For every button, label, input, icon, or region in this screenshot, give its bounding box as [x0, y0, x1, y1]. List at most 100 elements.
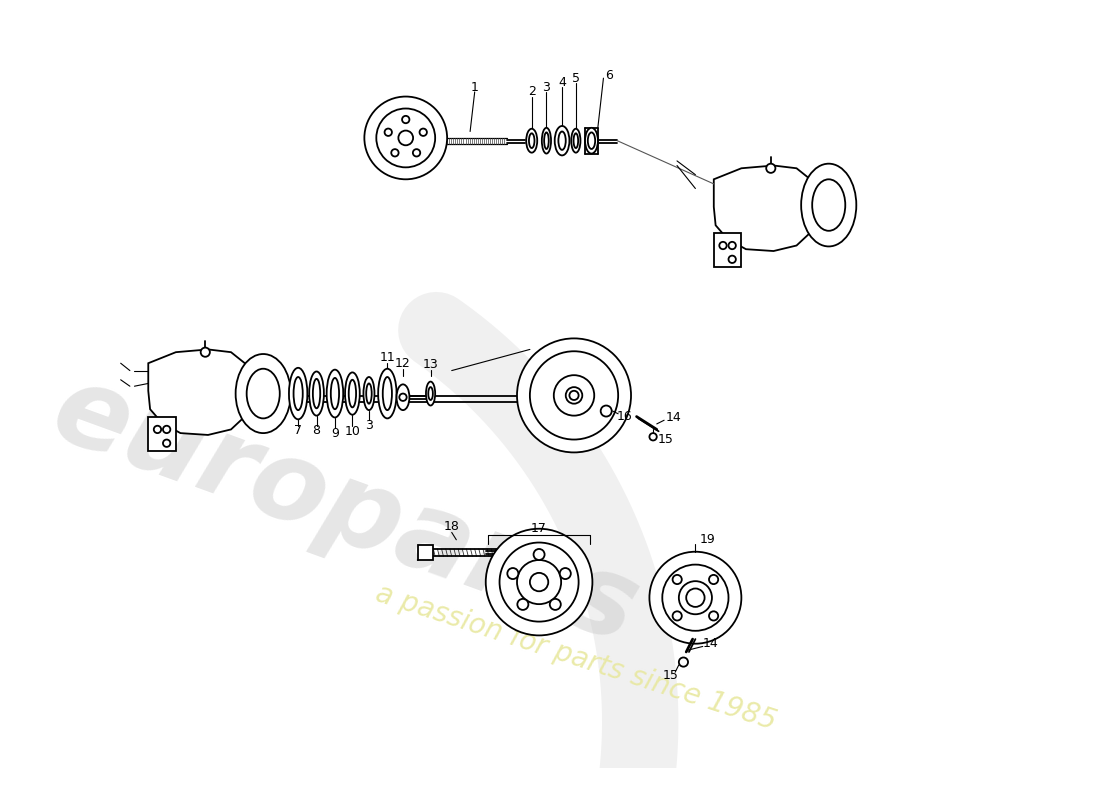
- Circle shape: [534, 549, 544, 560]
- Circle shape: [392, 149, 398, 157]
- Circle shape: [672, 575, 682, 584]
- Circle shape: [728, 256, 736, 263]
- Circle shape: [398, 130, 414, 146]
- Ellipse shape: [378, 369, 396, 418]
- Ellipse shape: [585, 128, 598, 154]
- Circle shape: [499, 542, 579, 622]
- Circle shape: [163, 439, 170, 447]
- Ellipse shape: [383, 377, 392, 410]
- Circle shape: [163, 426, 170, 433]
- Text: 19: 19: [700, 534, 715, 546]
- Circle shape: [560, 568, 571, 579]
- Ellipse shape: [327, 370, 343, 418]
- Text: 10: 10: [344, 425, 361, 438]
- Circle shape: [601, 406, 612, 417]
- Text: a passion for parts since 1985: a passion for parts since 1985: [372, 579, 780, 736]
- Polygon shape: [714, 233, 741, 266]
- Ellipse shape: [312, 379, 320, 408]
- Ellipse shape: [294, 377, 302, 410]
- Text: europarts: europarts: [40, 355, 652, 666]
- Ellipse shape: [812, 179, 845, 231]
- Ellipse shape: [426, 382, 436, 406]
- Text: 14: 14: [666, 411, 681, 424]
- Text: 14: 14: [702, 637, 718, 650]
- Circle shape: [767, 164, 775, 173]
- Ellipse shape: [573, 134, 579, 148]
- Circle shape: [550, 599, 561, 610]
- Circle shape: [412, 149, 420, 157]
- Text: 3: 3: [365, 419, 373, 432]
- Ellipse shape: [526, 129, 537, 153]
- Circle shape: [679, 581, 712, 614]
- Ellipse shape: [529, 134, 535, 148]
- Ellipse shape: [553, 375, 594, 416]
- Ellipse shape: [345, 373, 360, 414]
- Ellipse shape: [289, 368, 307, 419]
- Text: 8: 8: [312, 424, 320, 437]
- Ellipse shape: [309, 371, 323, 416]
- Circle shape: [486, 529, 593, 635]
- Ellipse shape: [587, 133, 595, 149]
- Ellipse shape: [363, 377, 374, 410]
- Ellipse shape: [246, 369, 279, 418]
- Text: 4: 4: [558, 76, 566, 90]
- Ellipse shape: [544, 133, 549, 149]
- Ellipse shape: [366, 383, 372, 404]
- Circle shape: [399, 394, 407, 401]
- Circle shape: [517, 599, 528, 610]
- Circle shape: [728, 242, 736, 249]
- Polygon shape: [148, 350, 250, 435]
- Text: 17: 17: [531, 522, 547, 535]
- Ellipse shape: [349, 380, 356, 407]
- Circle shape: [672, 611, 682, 621]
- Polygon shape: [418, 546, 433, 560]
- Text: 18: 18: [443, 520, 460, 534]
- Circle shape: [565, 387, 582, 404]
- Ellipse shape: [542, 128, 551, 154]
- Circle shape: [376, 109, 436, 167]
- Circle shape: [679, 658, 688, 666]
- Text: 13: 13: [422, 358, 439, 370]
- Circle shape: [403, 116, 409, 123]
- Text: 1: 1: [471, 81, 478, 94]
- Circle shape: [710, 575, 718, 584]
- Text: 3: 3: [542, 81, 550, 94]
- Circle shape: [419, 129, 427, 136]
- Circle shape: [364, 97, 447, 179]
- Circle shape: [719, 242, 727, 249]
- Circle shape: [530, 351, 618, 439]
- Text: 9: 9: [331, 426, 339, 440]
- Polygon shape: [148, 417, 176, 450]
- Circle shape: [710, 611, 718, 621]
- Ellipse shape: [559, 131, 565, 150]
- Ellipse shape: [428, 387, 433, 400]
- Ellipse shape: [331, 378, 339, 409]
- Text: 5: 5: [572, 72, 580, 85]
- Text: 15: 15: [662, 670, 679, 682]
- Ellipse shape: [517, 560, 561, 604]
- Circle shape: [530, 573, 548, 591]
- Circle shape: [154, 426, 161, 433]
- Text: 16: 16: [617, 410, 632, 423]
- Circle shape: [686, 589, 705, 607]
- Circle shape: [385, 129, 392, 136]
- Circle shape: [649, 433, 657, 441]
- Ellipse shape: [554, 126, 570, 155]
- Text: 12: 12: [395, 357, 411, 370]
- Text: 2: 2: [528, 86, 536, 98]
- Ellipse shape: [571, 129, 581, 153]
- Circle shape: [517, 338, 631, 453]
- Ellipse shape: [801, 164, 856, 246]
- Circle shape: [570, 391, 579, 400]
- Text: 11: 11: [379, 351, 395, 364]
- Text: 7: 7: [294, 424, 302, 437]
- Ellipse shape: [235, 354, 290, 433]
- Circle shape: [200, 347, 210, 357]
- Text: 6: 6: [605, 69, 613, 82]
- Text: 15: 15: [658, 433, 674, 446]
- Polygon shape: [714, 166, 815, 251]
- Ellipse shape: [396, 384, 409, 410]
- Circle shape: [649, 552, 741, 644]
- Circle shape: [507, 568, 518, 579]
- Circle shape: [662, 565, 728, 631]
